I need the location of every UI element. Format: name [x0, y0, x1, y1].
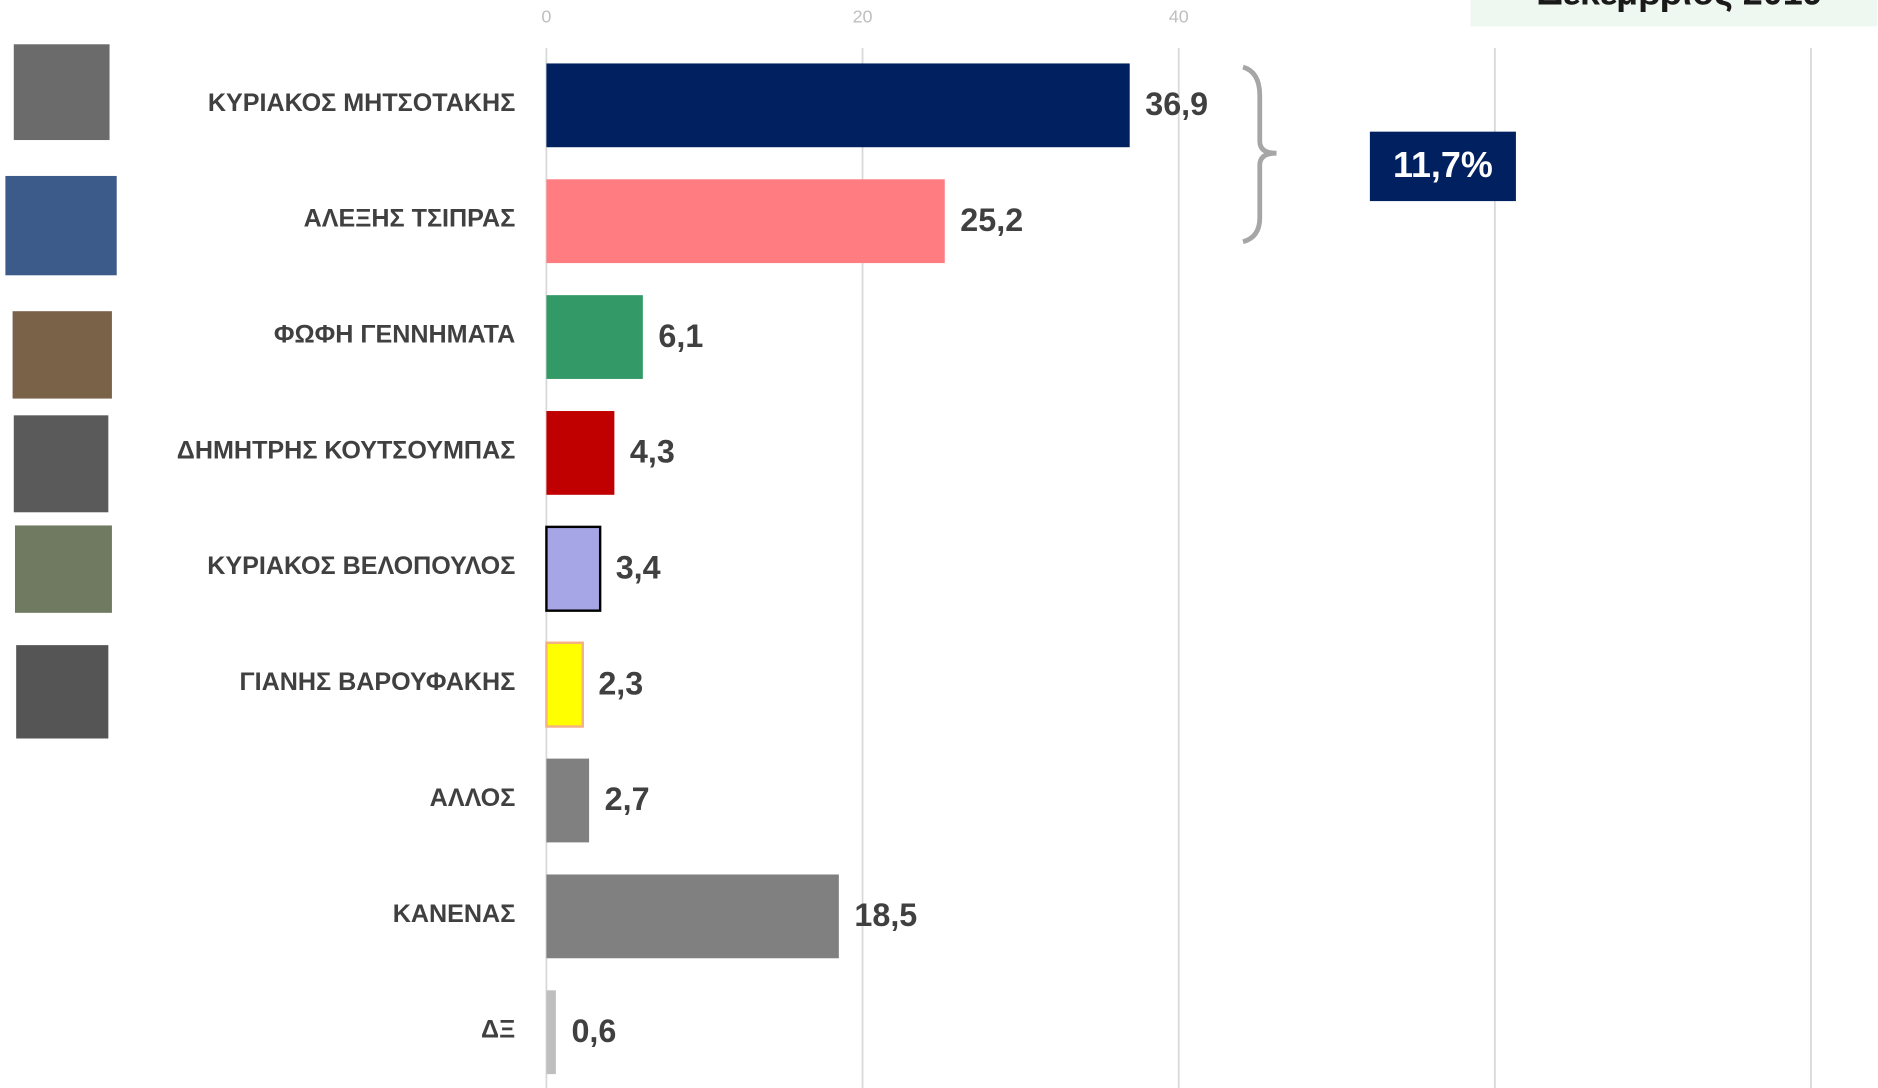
y-tick-label: ΚΥΡΙΑΚΟΣ ΒΕΛΟΠΟΥΛΟΣ	[207, 552, 515, 580]
y-tick-label: ΦΩΦΗ ΓΕΝΝΗΜΑΤΑ	[274, 320, 515, 348]
value-label: 2,7	[605, 781, 650, 817]
value-label: 4,3	[630, 434, 675, 470]
y-tick-label: ΚΥΡΙΑΚΟΣ ΜΗΤΣΟΤΑΚΗΣ	[208, 89, 515, 117]
y-tick-label: ΔΗΜΗΤΡΗΣ ΚΟΥΤΣΟΥΜΠΑΣ	[177, 436, 515, 464]
header-box	[1470, 0, 1878, 27]
y-tick-label: ΓΙΑΝΗΣ ΒΑΡΟΥΦΑΚΗΣ	[240, 668, 516, 696]
value-label: 0,6	[571, 1013, 616, 1049]
annotation-box	[1369, 131, 1516, 202]
bar	[546, 990, 556, 1075]
photo	[13, 415, 109, 513]
photo	[16, 645, 109, 739]
photo	[12, 311, 112, 399]
value-label: 25,2	[960, 202, 1023, 238]
bar	[546, 295, 643, 379]
bar	[545, 641, 584, 728]
photo	[13, 44, 110, 141]
x-tick-label: 20	[853, 7, 873, 27]
photos	[5, 44, 117, 739]
bar	[546, 874, 839, 959]
value-label: 2,3	[598, 665, 643, 701]
value-label: 3,4	[616, 550, 661, 586]
value-label: 18,5	[854, 897, 917, 933]
y-tick-label: ΑΛΛΟΣ	[430, 784, 516, 812]
bar	[546, 179, 945, 264]
y-tick-label: ΑΛΕΞΗΣ ΤΣΙΠΡΑΣ	[304, 205, 516, 233]
bar	[546, 758, 590, 843]
bar	[546, 411, 615, 495]
bar	[545, 525, 602, 612]
y-tick-label: ΚΑΝΕΝΑΣ	[393, 900, 516, 928]
x-tick-label: 0	[541, 7, 551, 27]
x-tick-label: 40	[1169, 7, 1189, 27]
value-label: 6,1	[658, 318, 703, 354]
value-label: 36,9	[1145, 86, 1208, 122]
photo	[5, 175, 117, 276]
annotation: 11,7%	[1393, 145, 1493, 185]
subtitle: Δεκέμβριος 2019	[1537, 0, 1822, 13]
brace	[1242, 64, 1277, 245]
photo	[14, 525, 112, 613]
bar	[546, 63, 1130, 148]
y-tick-label: ΔΞ	[481, 1016, 515, 1044]
